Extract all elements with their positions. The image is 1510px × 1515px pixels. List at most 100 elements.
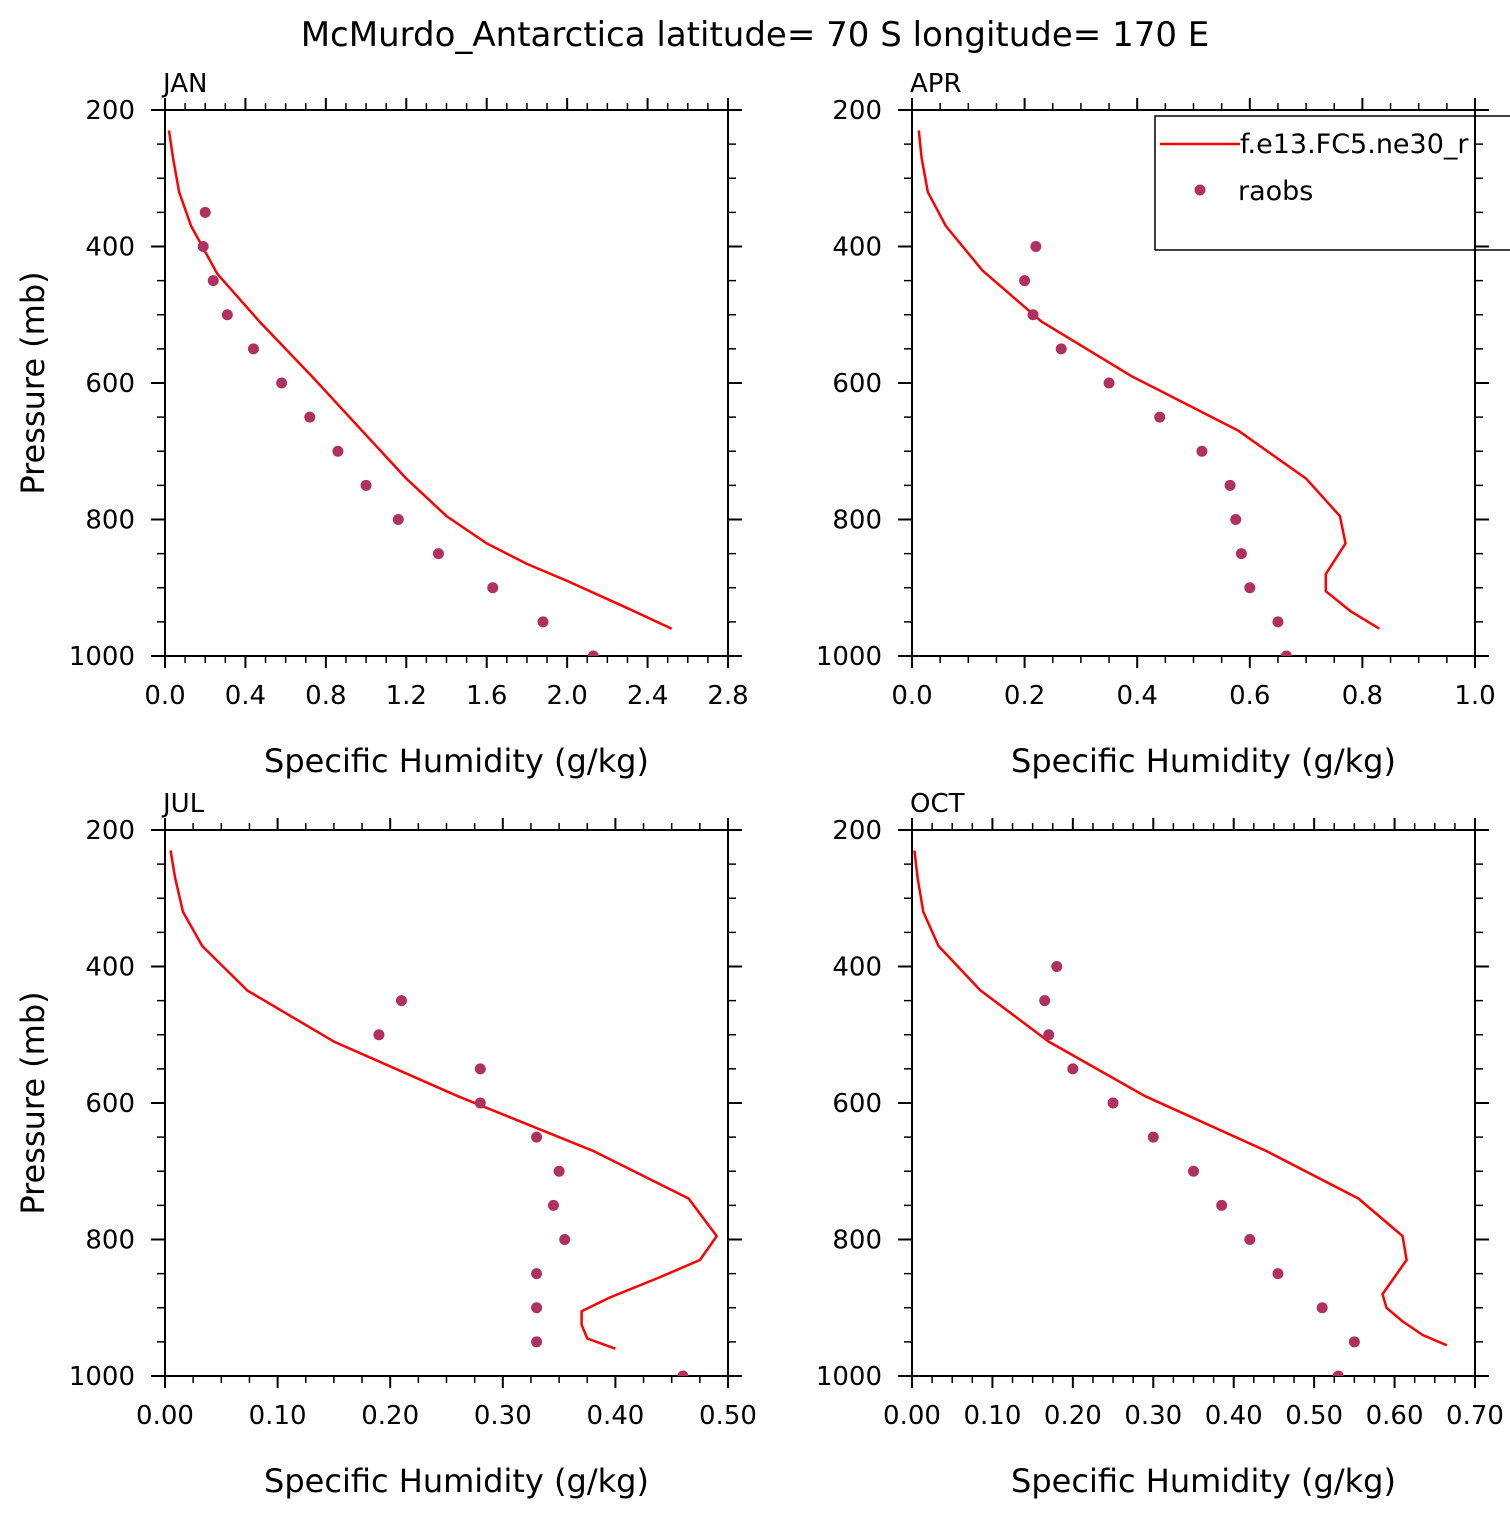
x-tick-label: 0.40 (1205, 1401, 1263, 1431)
x-tick-label: 0.10 (249, 1401, 307, 1431)
model-line-jul (169, 850, 718, 1350)
plot-frame-apr (911, 109, 1476, 657)
data-area-jul (169, 850, 718, 1376)
raobs-point (587, 650, 599, 656)
raobs-point (537, 616, 549, 628)
raobs-point (474, 1097, 486, 1109)
raobs-point (531, 1336, 543, 1348)
y-tick-label: 200 (85, 96, 135, 126)
raobs-point (1055, 343, 1067, 355)
raobs-point (531, 1131, 543, 1143)
raobs-point (547, 1199, 559, 1211)
y-tick-label: 800 (832, 506, 882, 536)
y-tick-label: 1000 (69, 642, 135, 672)
raobs-point (1039, 995, 1051, 1007)
x-tick-label: 2.4 (627, 681, 668, 711)
panel-apr: APR 0.0 0.2 0.4 0.6 0.8 1.0 200 400 600 800 1000 Spe… (816, 69, 1510, 780)
raobs-point (1316, 1302, 1328, 1314)
y-tick-label: 600 (832, 369, 882, 399)
x-tick-label: 0.4 (225, 681, 266, 711)
raobs-point (1280, 650, 1292, 656)
panel-label-jul: JUL (161, 789, 205, 819)
y-tick-label: 600 (85, 369, 135, 399)
raobs-point (1030, 241, 1042, 252)
raobs-point (395, 995, 407, 1007)
raobs-point (531, 1302, 543, 1314)
raobs-point (1027, 309, 1039, 321)
data-area-apr (917, 130, 1380, 656)
x-tick-label: 0.8 (305, 681, 346, 711)
legend-marker-swatch (1194, 184, 1206, 196)
x-axis-label: Specific Humidity (g/kg) (264, 1462, 649, 1500)
y-tick-label: 1000 (816, 1362, 882, 1392)
x-tick-label: 0.70 (1446, 1401, 1504, 1431)
x-tick-label: 0.20 (361, 1401, 419, 1431)
y-tick-label: 200 (85, 816, 135, 846)
raobs-point (553, 1165, 565, 1177)
x-axis-label: Specific Humidity (g/kg) (1011, 742, 1396, 780)
raobs-point (373, 1029, 385, 1041)
raobs-point (1224, 479, 1236, 491)
raobs-point (247, 343, 259, 355)
panel-label-jan: JAN (161, 69, 207, 99)
plot-frame-oct (911, 829, 1476, 1377)
x-tick-label: 0.50 (1285, 1401, 1343, 1431)
raobs-point (531, 1268, 543, 1280)
panel-label-oct: OCT (910, 789, 965, 819)
x-tick-label: 0.2 (1004, 681, 1045, 711)
raobs-point (1244, 1234, 1256, 1245)
raobs-point (276, 377, 288, 389)
y-tick-label: 800 (85, 1226, 135, 1256)
y-tick-label: 400 (832, 953, 882, 983)
raobs-point (1051, 961, 1063, 972)
x-tick-label: 0.40 (586, 1401, 644, 1431)
raobs-point (1067, 1063, 1079, 1075)
raobs-point (360, 479, 372, 491)
y-tick-label: 400 (832, 233, 882, 263)
x-tick-label: 0.10 (963, 1401, 1021, 1431)
y-tick-label: 1000 (69, 1362, 135, 1392)
y-axis-label: Pressure (mb) (14, 271, 52, 494)
x-tick-label: 0.60 (1366, 1401, 1424, 1431)
raobs-point (1272, 1268, 1284, 1280)
x-tick-label: 0.8 (1342, 681, 1383, 711)
raobs-point (487, 582, 499, 594)
x-tick-label: 0.50 (699, 1401, 757, 1431)
raobs-point (392, 514, 404, 525)
raobs-point (1216, 1199, 1228, 1211)
raobs-point (1332, 1370, 1344, 1376)
y-tick-label: 1000 (816, 642, 882, 672)
y-tick-label: 600 (832, 1089, 882, 1119)
raobs-point (1103, 377, 1115, 389)
x-tick-label: 0.30 (1124, 1401, 1182, 1431)
raobs-point (1107, 1097, 1119, 1109)
plot-frame-jan (164, 109, 729, 657)
raobs-point (221, 309, 233, 321)
panel-jan: JAN 0.0 0.4 0.8 1.2 1.6 2.0 2.4 2.8 200 400 600 800 1… (14, 69, 749, 780)
y-tick-label: 200 (832, 96, 882, 126)
x-tick-label: 0.20 (1044, 1401, 1102, 1431)
x-tick-label: 2.0 (546, 681, 587, 711)
raobs-point (197, 241, 209, 252)
legend-model-label: f.e13.FC5.ne30_r (1240, 129, 1469, 160)
figure-title: McMurdo_Antarctica latitude= 70 S longit… (301, 15, 1210, 55)
x-tick-label: 0.0 (144, 681, 185, 711)
raobs-point (474, 1063, 486, 1075)
y-tick-label: 400 (85, 233, 135, 263)
raobs-point (1235, 548, 1247, 560)
raobs-point (1272, 616, 1284, 628)
y-tick-label: 400 (85, 953, 135, 983)
y-axis-label: Pressure (mb) (14, 991, 52, 1214)
raobs-point (1043, 1029, 1055, 1041)
x-tick-label: 2.8 (707, 681, 748, 711)
raobs-point (1147, 1131, 1159, 1143)
raobs-point (1154, 411, 1166, 423)
raobs-point (1244, 582, 1256, 594)
data-area-jan (167, 130, 673, 656)
raobs-point (1019, 275, 1031, 287)
x-tick-label: 1.0 (1454, 681, 1495, 711)
x-axis-label: Specific Humidity (g/kg) (1011, 1462, 1396, 1500)
raobs-point (207, 275, 219, 287)
